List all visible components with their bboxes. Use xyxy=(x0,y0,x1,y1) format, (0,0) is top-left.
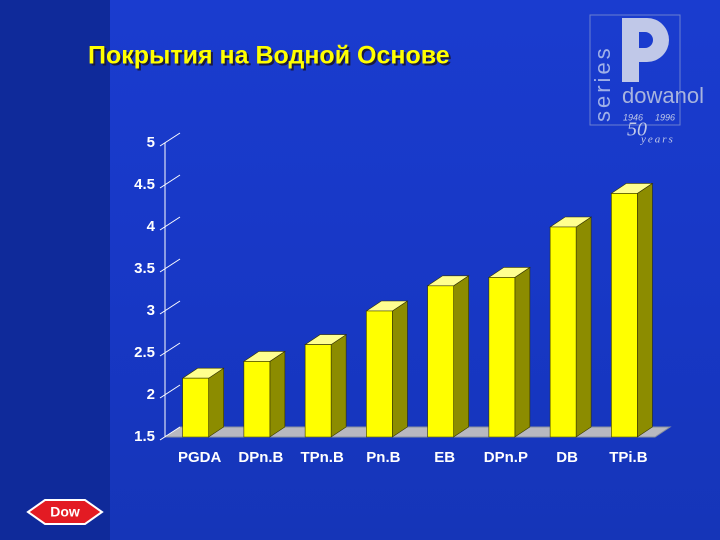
bar-side xyxy=(330,334,347,438)
bar xyxy=(487,266,531,438)
x-tick-label: PGDA xyxy=(178,449,222,466)
dow-logo: Dow xyxy=(26,499,104,525)
bar-side xyxy=(269,350,286,438)
x-tick-label: EB xyxy=(434,449,455,466)
title-shadow: Покрытия на Водной Основе xyxy=(90,44,452,72)
tick-mark xyxy=(159,384,181,399)
logo-series: series xyxy=(590,45,615,122)
bar-front xyxy=(427,285,454,438)
bar xyxy=(365,300,409,438)
bar xyxy=(242,350,286,438)
bar-front xyxy=(243,361,271,438)
tick-mark xyxy=(159,426,181,441)
x-tick-label: Pn.B xyxy=(366,449,400,466)
y-tick-label: 5 xyxy=(147,134,155,151)
y-tick-label: 2.5 xyxy=(134,344,155,361)
bar xyxy=(549,216,593,438)
bar xyxy=(181,367,225,438)
chart-title: Покрытия на Водной Основе xyxy=(88,42,450,70)
logo-anniversary: 50 xyxy=(627,119,647,141)
logo-year-end: 1996 xyxy=(655,112,675,122)
tick-mark xyxy=(159,342,181,357)
bar xyxy=(426,275,470,438)
bar-front xyxy=(304,344,332,438)
x-tick-label: TPn.B xyxy=(300,449,343,466)
y-tick-label: 1.5 xyxy=(134,428,155,445)
bar-side xyxy=(392,300,408,438)
x-tick-label: DPn.B xyxy=(238,449,283,466)
logo: series dowanol 1946 1996 50 years xyxy=(589,14,704,146)
bar-side xyxy=(637,182,653,438)
bar-front xyxy=(366,310,393,438)
tick-mark xyxy=(159,174,181,189)
logo-frame xyxy=(589,14,681,126)
dow-diamond xyxy=(26,499,104,525)
bar-side xyxy=(575,216,592,438)
x-tick-label: TPi.B xyxy=(609,449,648,466)
x-tick-label: DB xyxy=(556,449,578,466)
bar-front xyxy=(611,193,638,438)
bar-front xyxy=(549,226,577,438)
tick-mark xyxy=(159,300,181,315)
logo-p xyxy=(622,18,669,82)
tick-mark xyxy=(159,132,181,147)
logo-years: years xyxy=(640,134,675,146)
y-tick-label: 3 xyxy=(147,302,155,319)
y-tick-label: 2 xyxy=(147,386,155,403)
bar-side xyxy=(514,266,531,438)
y-tick-label: 4 xyxy=(147,218,156,235)
dow-brand: Dow xyxy=(50,504,80,520)
bar-front xyxy=(488,277,516,438)
bar-side xyxy=(453,275,469,438)
x-tick-label: DPn.P xyxy=(484,449,528,466)
logo-year-start: 1946 xyxy=(623,112,643,122)
bar-side xyxy=(208,367,224,438)
logo-product: dowanol xyxy=(622,83,704,108)
bar xyxy=(610,182,654,438)
tick-mark xyxy=(159,216,181,231)
y-tick-label: 4.5 xyxy=(134,176,155,193)
bar xyxy=(304,334,348,438)
y-tick-label: 3.5 xyxy=(134,260,155,277)
tick-mark xyxy=(159,258,181,273)
bar-front xyxy=(182,377,209,438)
floor xyxy=(163,426,672,438)
side-strip xyxy=(0,0,110,540)
